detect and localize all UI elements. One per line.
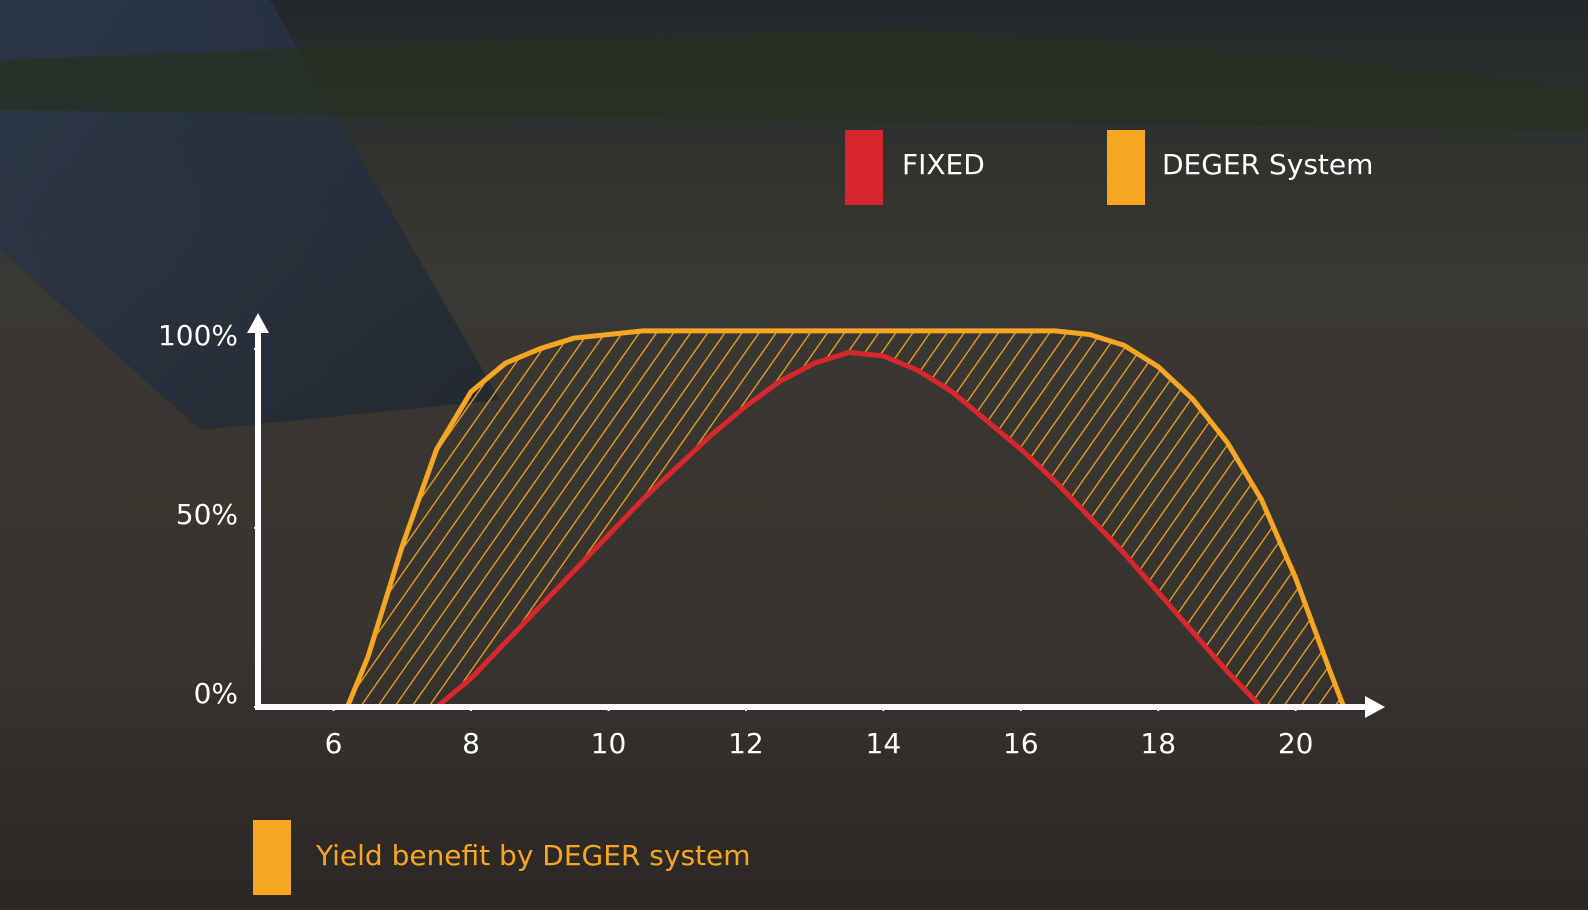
legend-swatch [845,130,883,205]
y-tick-label: 50% [176,498,238,531]
annotation: Yield benefit by DEGER system [315,839,751,872]
x-tick-label: 20 [1278,727,1314,760]
series-line [345,328,1347,708]
plot: 0% 50% 100% 6 8 10 12 14 16 18 20 [158,313,1385,760]
y-axis-arrow [247,313,269,333]
y-tick-label: 0% [194,677,238,710]
legend-label: DEGER System [1162,148,1373,181]
series-line [435,349,1264,709]
x-tick-label: 14 [866,727,902,760]
x-tick-label: 8 [462,727,480,760]
x-tick-label: 12 [728,727,764,760]
x-axis-arrow [1365,696,1385,718]
y-tick-label: 100% [158,319,238,352]
legend-label: FIXED [902,148,985,181]
x-tick-label: 16 [1003,727,1039,760]
x-tick-label: 6 [325,727,343,760]
hills [0,30,1588,130]
legend-swatch [1107,130,1145,205]
annotation-swatch [253,820,291,895]
benefit-area [347,330,1344,707]
x-tick-label: 10 [591,727,627,760]
x-tick-label: 18 [1140,727,1176,760]
